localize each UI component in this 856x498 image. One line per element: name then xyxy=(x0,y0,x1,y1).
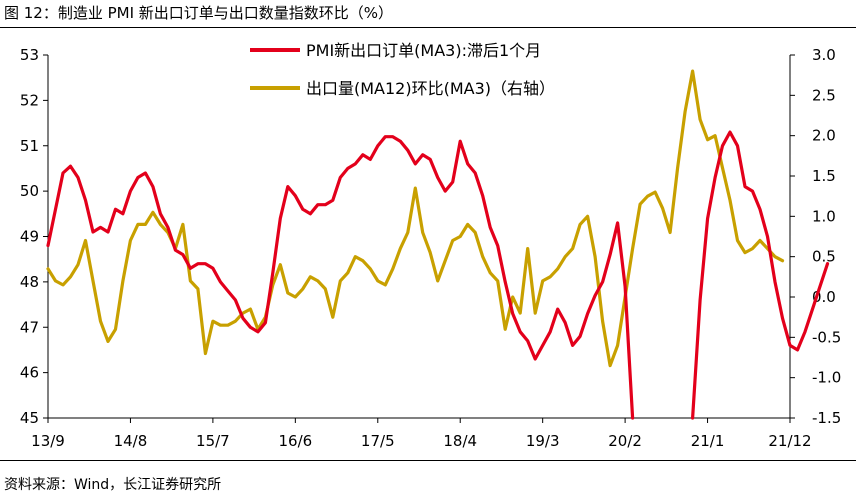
y-right-tick-label: 2.5 xyxy=(812,86,836,104)
legend-label-export: 出口量(MA12)环比(MA3)（右轴） xyxy=(306,79,555,98)
y-left-tick-label: 47 xyxy=(20,318,39,336)
y-right-tick-label: -1.5 xyxy=(812,409,841,427)
title-rule xyxy=(0,27,856,28)
x-tick-label: 15/7 xyxy=(196,432,230,450)
x-tick-label: 18/4 xyxy=(443,432,477,450)
y-right-tick-label: 2.0 xyxy=(812,127,836,145)
y-right-tick-label: 1.0 xyxy=(812,207,836,225)
y-right-tick-label: 0.5 xyxy=(812,248,836,266)
x-tick-label: 13/9 xyxy=(31,432,65,450)
source-note: 资料来源：Wind，长江证券研究所 xyxy=(4,477,222,493)
y-right-tick-label: -1.0 xyxy=(812,369,841,387)
y-left-tick-label: 45 xyxy=(20,409,39,427)
x-tick-label: 14/8 xyxy=(114,432,148,450)
y-left-tick-label: 51 xyxy=(20,137,39,155)
source-rule xyxy=(0,460,856,461)
y-left-tick-label: 49 xyxy=(20,228,39,246)
y-left-tick-label: 52 xyxy=(20,91,39,109)
x-tick-label: 17/5 xyxy=(361,432,395,450)
axes-group: 454647484950515253-1.5-1.0-0.50.00.51.01… xyxy=(20,46,841,450)
x-tick-label: 21/1 xyxy=(691,432,725,450)
legend-label-pmi: PMI新出口订单(MA3):滞后1个月 xyxy=(306,41,541,60)
y-left-tick-label: 50 xyxy=(20,182,39,200)
y-right-tick-label: 3.0 xyxy=(812,46,836,64)
figure-title: 图 12：制造业 PMI 新出口订单与出口数量指数环比（%） xyxy=(4,4,394,22)
x-tick-label: 20/2 xyxy=(608,432,642,450)
series-line-pmi xyxy=(46,130,830,420)
y-left-tick-label: 48 xyxy=(20,273,39,291)
x-tick-label: 16/6 xyxy=(278,432,312,450)
x-tick-label: 21/12 xyxy=(768,432,811,450)
y-right-tick-label: 1.5 xyxy=(812,167,836,185)
y-left-tick-label: 46 xyxy=(20,364,39,382)
legend: PMI新出口订单(MA3):滞后1个月 出口量(MA12)环比(MA3)（右轴） xyxy=(250,41,555,98)
series-group xyxy=(46,69,830,420)
x-tick-label: 19/3 xyxy=(526,432,560,450)
y-left-tick-label: 53 xyxy=(20,46,39,64)
y-right-tick-label: -0.5 xyxy=(812,328,841,346)
series-line-export xyxy=(46,69,785,368)
